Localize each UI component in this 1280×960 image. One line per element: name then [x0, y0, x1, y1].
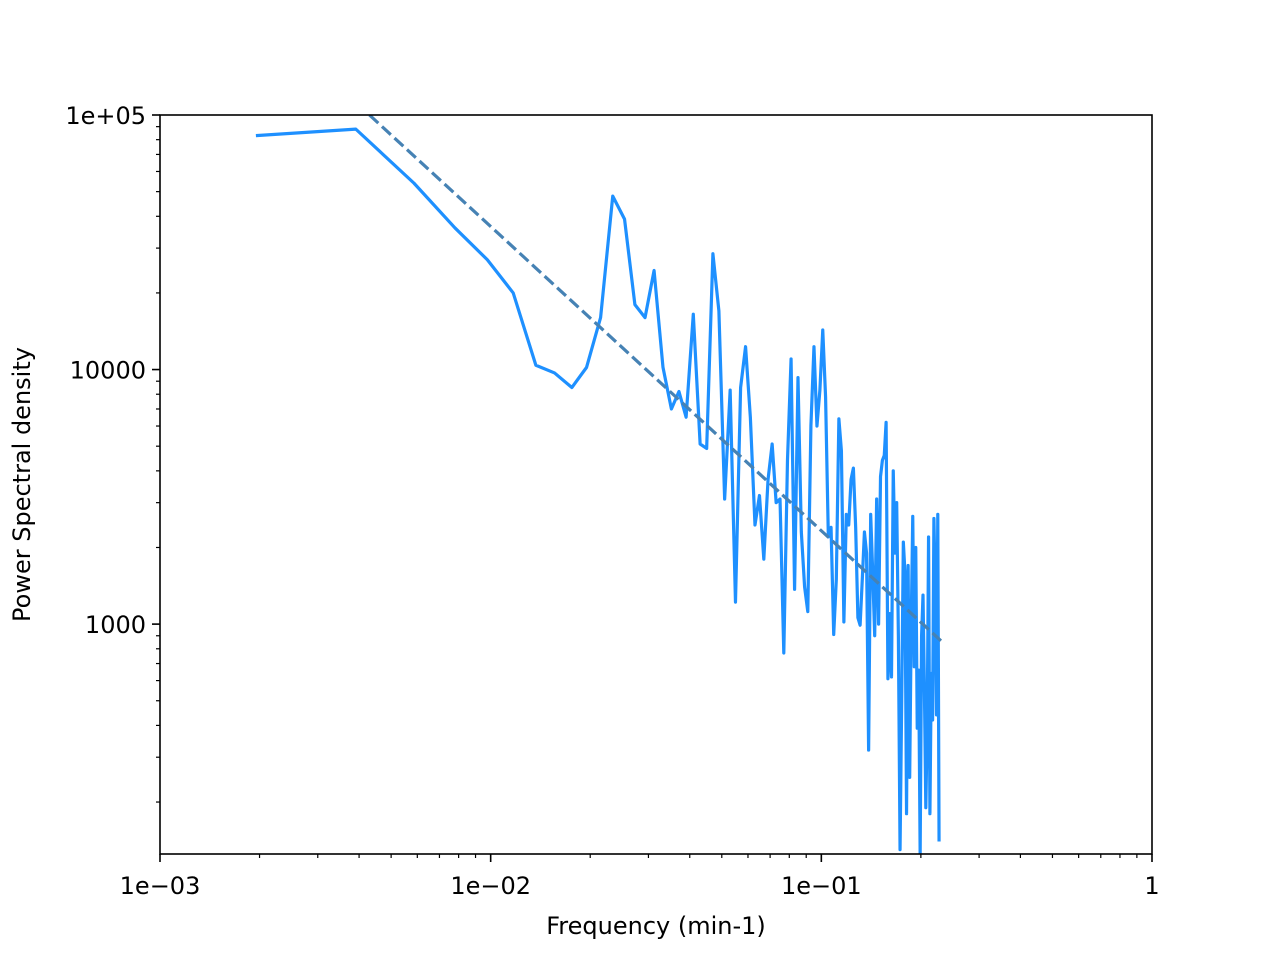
plot-frame	[159, 114, 1153, 855]
x-tick-label: 1e−02	[450, 872, 531, 900]
y-axis-label: Power Spectral density	[8, 347, 36, 622]
y-axis-ticks: 1000 10000 1e+05	[65, 102, 160, 803]
plot-data-layer	[255, 115, 943, 854]
fit-line	[368, 115, 943, 642]
y-tick-label: 10000	[70, 357, 146, 385]
x-tick-label: 1e−01	[781, 872, 862, 900]
y-tick-label: 1000	[85, 611, 146, 639]
y-tick-label: 1e+05	[65, 102, 146, 130]
spectrum-line	[255, 127, 941, 854]
x-tick-label: 1	[1144, 872, 1159, 900]
x-axis-label: Frequency (min-1)	[546, 912, 766, 940]
x-axis-ticks: 1e−03 1e−02 1e−01 1	[120, 854, 1160, 900]
x-tick-label: 1e−03	[120, 872, 201, 900]
